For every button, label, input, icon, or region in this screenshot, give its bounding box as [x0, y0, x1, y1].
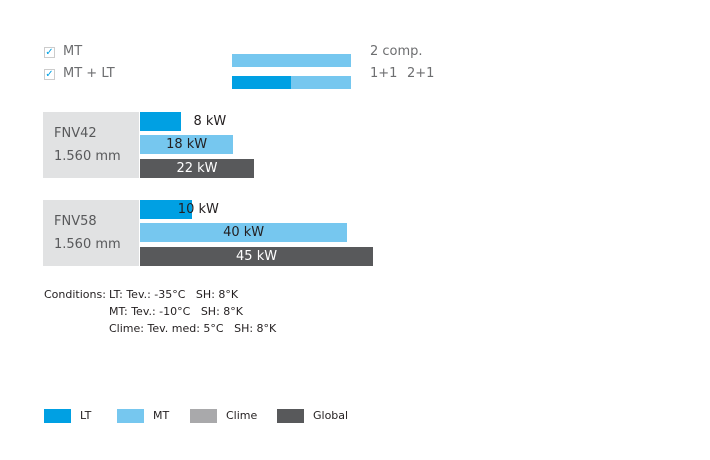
bar-mt	[140, 135, 234, 154]
value-label-mt: 18 kW	[166, 137, 208, 152]
bar-mt	[140, 223, 348, 242]
condition-mt: MT: Tev.: -10°C SH: 8°K	[109, 305, 243, 318]
split-bar-lt	[232, 76, 291, 89]
model-box: FNV58 1.560 mm	[43, 200, 139, 266]
split-bar-mt	[291, 76, 351, 89]
comp-label: 2 comp.	[370, 44, 423, 59]
split-label-2: 2+1	[407, 66, 435, 81]
legend-label-mt: MT	[153, 409, 170, 422]
bar-lt	[140, 200, 192, 219]
legend-label-clime: Clime	[226, 409, 258, 422]
legend-label-lt: LT	[80, 409, 92, 422]
model-name: FNV58	[54, 214, 97, 229]
bar-global	[140, 247, 374, 266]
model-box: FNV42 1.560 mm	[43, 112, 139, 178]
legend-swatch-clime	[190, 409, 217, 423]
split-label-1: 1+1	[370, 66, 398, 81]
value-label-lt: 10 kW	[177, 202, 219, 217]
two-comp-bar	[232, 54, 351, 67]
legend-swatch-mt	[117, 409, 144, 423]
value-label-lt: 8 kW	[193, 114, 227, 129]
legend-swatch-lt	[44, 409, 71, 423]
model-name: FNV42	[54, 126, 97, 141]
mt-checkbox[interactable]: ✓	[44, 47, 55, 58]
value-label-mt: 40 kW	[223, 225, 265, 240]
condition-lt: LT: Tev.: -35°C SH: 8°K	[109, 288, 239, 301]
legend-swatch-global	[277, 409, 304, 423]
model-length: 1.560 mm	[54, 149, 121, 164]
condition-clime: Clime: Tev. med: 5°C SH: 8°K	[109, 322, 277, 335]
conditions-title: Conditions:	[44, 288, 106, 301]
mt-lt-option-label: MT + LT	[63, 66, 115, 81]
bar-global	[140, 159, 254, 178]
legend-label-global: Global	[313, 409, 349, 422]
bar-lt	[140, 112, 182, 131]
value-label-global: 45 kW	[236, 249, 278, 264]
model-length: 1.560 mm	[54, 237, 121, 252]
mt-lt-checkbox[interactable]: ✓	[44, 69, 55, 80]
value-label-global: 22 kW	[176, 161, 218, 176]
mt-option-label: MT	[63, 44, 83, 59]
